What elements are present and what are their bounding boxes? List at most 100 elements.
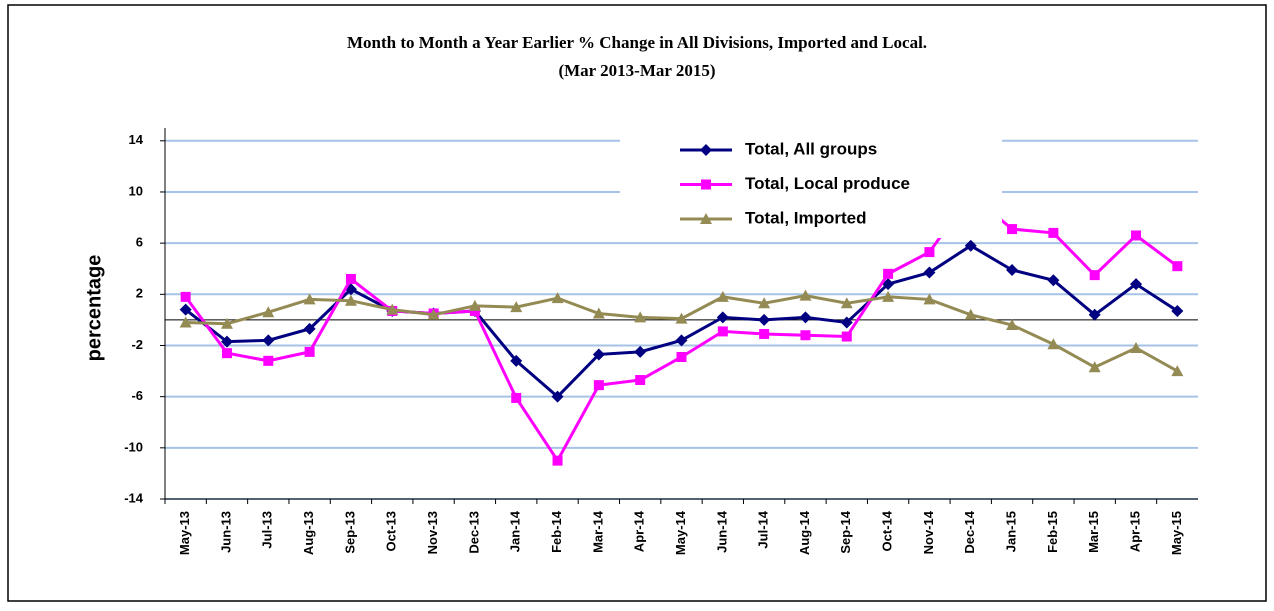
data-point <box>263 355 274 366</box>
data-point <box>551 292 564 304</box>
x-tick-label: Jul-13 <box>260 511 275 549</box>
data-point <box>592 348 605 361</box>
y-tick-label: -10 <box>124 439 143 454</box>
data-point <box>468 299 481 311</box>
data-point <box>552 455 563 466</box>
y-tick-label: 14 <box>129 132 144 147</box>
data-point <box>511 392 522 403</box>
data-point <box>1047 274 1060 287</box>
data-point <box>303 293 316 305</box>
x-tick-label: Aug-14 <box>797 510 812 555</box>
data-point <box>924 247 935 258</box>
data-point <box>1131 230 1142 241</box>
data-point <box>1172 261 1183 272</box>
x-tick-label: May-14 <box>673 510 688 555</box>
data-point <box>1047 338 1060 350</box>
data-point <box>923 293 936 305</box>
data-point <box>840 297 853 309</box>
series <box>179 289 1184 377</box>
x-tick-label: Feb-15 <box>1045 511 1060 553</box>
data-point <box>676 351 687 362</box>
data-point <box>799 311 812 324</box>
x-tick-label: Apr-14 <box>632 510 647 552</box>
data-point <box>427 308 440 320</box>
x-tick-label: Feb-14 <box>549 510 564 553</box>
data-point <box>1088 361 1101 373</box>
x-tick-label: Nov-13 <box>425 511 440 554</box>
data-point <box>923 266 936 279</box>
y-tick-label: -6 <box>131 388 143 403</box>
data-point <box>964 308 977 320</box>
x-tick-label: Oct-13 <box>384 511 399 551</box>
chart-subtitle: (Mar 2013-Mar 2015) <box>558 61 715 80</box>
data-point <box>1130 278 1143 291</box>
data-point <box>841 331 852 342</box>
x-tick-label: Jan-14 <box>508 510 523 552</box>
data-point <box>716 311 729 324</box>
x-tick-label: Jun-14 <box>714 510 729 553</box>
x-tick-label: Dec-13 <box>466 511 481 554</box>
data-point <box>1171 304 1184 317</box>
data-point <box>882 290 895 302</box>
data-point <box>758 313 771 326</box>
data-point <box>180 291 191 302</box>
data-point <box>1088 308 1101 321</box>
data-point <box>799 289 812 301</box>
x-tick-label: May-13 <box>177 511 192 555</box>
data-point <box>675 334 688 347</box>
data-point <box>304 346 315 357</box>
x-tick-label: Sep-13 <box>342 511 357 554</box>
data-point <box>759 328 770 339</box>
data-point <box>634 311 647 323</box>
data-point <box>1048 227 1059 238</box>
x-tick-label: Sep-14 <box>838 510 853 553</box>
chart-frame <box>7 4 1267 602</box>
data-point <box>469 305 480 316</box>
chart-title: Month to Month a Year Earlier % Change i… <box>347 33 927 52</box>
data-point <box>700 144 712 156</box>
x-tick-label: Nov-14 <box>921 510 936 554</box>
data-point <box>758 297 771 309</box>
data-point <box>675 312 688 324</box>
data-point <box>1089 270 1100 281</box>
data-point <box>593 380 604 391</box>
x-tick-label: Oct-14 <box>880 510 895 551</box>
data-point <box>179 316 192 328</box>
x-tick-label: Dec-14 <box>962 510 977 553</box>
data-point <box>592 307 605 319</box>
y-tick-label: -2 <box>131 337 143 352</box>
data-point <box>262 334 275 347</box>
data-point <box>510 354 523 367</box>
x-tick-label: Jan-15 <box>1003 511 1018 552</box>
x-tick-label: Mar-14 <box>590 510 605 553</box>
data-point <box>303 322 316 335</box>
legend-label: Total, All groups <box>745 139 877 158</box>
legend-label: Total, Local produce <box>745 174 910 193</box>
legend-label: Total, Imported <box>745 208 867 227</box>
data-point <box>1171 365 1184 377</box>
data-point <box>716 290 729 302</box>
legend: Total, All groups Total, Local produce Tot… <box>620 128 1002 238</box>
y-tick-label: -14 <box>124 490 144 505</box>
data-point <box>840 316 853 329</box>
data-point <box>635 375 646 386</box>
data-point <box>800 330 811 341</box>
data-point <box>1007 224 1018 235</box>
data-point <box>700 213 712 224</box>
x-tick-label: Mar-15 <box>1086 511 1101 553</box>
data-point <box>344 294 357 306</box>
data-point <box>510 301 523 313</box>
data-point <box>1006 319 1019 331</box>
data-point <box>262 306 275 318</box>
y-axis-label: percentage <box>83 255 105 362</box>
data-point <box>883 268 894 279</box>
x-tick-label: Apr-15 <box>1127 511 1142 552</box>
y-tick-label: 10 <box>129 183 143 198</box>
data-point <box>386 303 399 315</box>
data-point <box>717 326 728 337</box>
x-tick-label: Jun-13 <box>218 511 233 553</box>
x-tick-label: Jul-14 <box>756 510 771 548</box>
data-point <box>221 348 232 359</box>
y-tick-label: 2 <box>136 286 143 301</box>
